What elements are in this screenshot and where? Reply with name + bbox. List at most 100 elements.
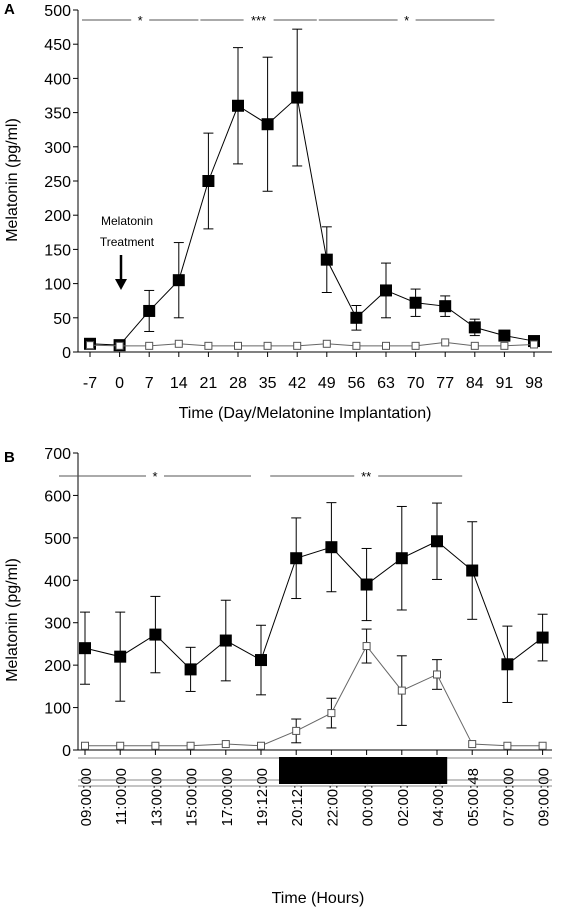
x-tick-label: 63 — [377, 375, 395, 392]
data-point — [81, 741, 89, 750]
y-tick-label: 200 — [44, 658, 71, 675]
data-point — [116, 741, 125, 750]
y-tick-label: 700 — [44, 446, 71, 463]
data-point — [411, 341, 420, 350]
data-point — [380, 284, 392, 297]
x-tick-label: 98 — [525, 375, 543, 392]
panel-b-light-dark-bar — [78, 757, 552, 787]
data-point — [395, 552, 408, 565]
panel-b-y-axis-label: Melatonin (pg/ml) — [4, 558, 21, 682]
series-line — [89, 96, 535, 346]
y-tick-label: 300 — [44, 616, 71, 633]
data-point — [441, 338, 450, 347]
x-tick-label: 91 — [496, 375, 514, 392]
x-tick-label: 77 — [436, 375, 454, 392]
y-tick-label: 0 — [62, 743, 71, 760]
data-point — [498, 329, 511, 342]
series-line — [89, 341, 535, 347]
data-point — [172, 274, 185, 287]
series-control — [81, 628, 547, 750]
panel-a-significance: * *** * — [82, 13, 495, 28]
data-point — [290, 552, 303, 565]
y-tick-label: 50 — [53, 311, 71, 328]
data-point — [202, 175, 215, 187]
significance-label: * — [152, 469, 157, 484]
data-point — [362, 642, 371, 651]
x-tick-label: 17:00:00 — [219, 768, 236, 826]
x-tick-label: 42 — [288, 375, 306, 392]
data-point — [468, 740, 477, 749]
data-point — [433, 670, 441, 679]
y-tick-label: 200 — [44, 208, 71, 225]
x-tick-label: 28 — [229, 375, 247, 392]
x-tick-label: 35 — [259, 375, 277, 392]
data-point — [320, 253, 333, 266]
data-point — [352, 341, 361, 350]
series-line — [85, 645, 543, 747]
panel-a: A Melatonin (pg/ml) Time (Day/Melatonine… — [4, 1, 552, 422]
significance-label: * — [138, 13, 143, 28]
x-tick-label: -7 — [83, 375, 97, 392]
x-tick-label: 05:00:48 — [465, 768, 482, 826]
data-point — [382, 341, 390, 350]
panel-a-x-axis-label: Time (Day/Melatonine Implantation) — [179, 405, 432, 422]
panel-a-axes: 0 50 100 150 200 250 300 350 400 450 500 -7 0 7 14 21 28… — [44, 3, 552, 392]
data-point — [145, 341, 154, 350]
annotation-arrow-head — [115, 279, 127, 290]
data-point — [232, 99, 244, 112]
data-point — [360, 578, 373, 591]
panel-b-series — [79, 502, 549, 750]
x-tick-label: 70 — [407, 375, 425, 392]
data-point — [291, 91, 304, 104]
panel-b-significance: * ** — [59, 469, 463, 484]
x-tick-label: 13:00:00 — [148, 768, 165, 826]
panel-a-letter: A — [4, 1, 15, 18]
significance-label: * — [404, 13, 409, 28]
x-tick-label: 11:00:00 — [113, 768, 130, 825]
y-tick-label: 600 — [44, 488, 71, 505]
data-point — [151, 741, 160, 750]
x-tick-label: 19:12:00 — [254, 768, 271, 826]
y-tick-label: 300 — [44, 140, 71, 157]
panel-a-annotation: Melatonin Treatment — [100, 214, 155, 290]
data-point — [261, 118, 274, 131]
data-point — [219, 634, 232, 647]
data-point — [204, 341, 213, 350]
series-treated — [79, 502, 549, 703]
y-tick-label: 350 — [44, 106, 71, 123]
data-point — [431, 535, 443, 548]
x-tick-label: 21 — [200, 375, 218, 392]
data-point — [325, 541, 338, 554]
panel-a-series — [84, 28, 540, 352]
data-point — [184, 663, 197, 676]
y-tick-label: 450 — [44, 37, 71, 54]
data-point — [530, 340, 538, 349]
data-point — [174, 339, 183, 348]
y-tick-label: 100 — [44, 701, 71, 718]
y-tick-label: 500 — [44, 3, 71, 20]
data-point — [79, 642, 91, 655]
series-line — [84, 540, 543, 671]
data-point — [115, 341, 124, 350]
x-tick-label: 14 — [170, 375, 188, 392]
significance-label: ** — [361, 469, 371, 484]
x-tick-label: 07:00:00 — [500, 768, 517, 826]
data-point — [409, 296, 422, 309]
data-point — [501, 658, 514, 671]
data-point — [263, 341, 272, 350]
panel-b: B Melatonin (pg/ml) Time (Hours) 0 100 200… — [4, 446, 553, 907]
y-tick-label: 250 — [44, 174, 71, 191]
data-point — [234, 341, 242, 350]
y-tick-label: 400 — [44, 71, 71, 88]
series-control — [86, 338, 538, 350]
x-tick-label: 09:00:00 — [536, 768, 553, 826]
y-tick-label: 150 — [44, 242, 71, 259]
data-point — [143, 304, 156, 317]
data-point — [470, 341, 479, 350]
y-tick-label: 100 — [44, 277, 71, 294]
x-tick-label: 15:00:00 — [184, 768, 201, 826]
data-point — [327, 709, 336, 718]
dark-phase-bar — [279, 757, 448, 784]
x-tick-label: 7 — [145, 375, 154, 392]
